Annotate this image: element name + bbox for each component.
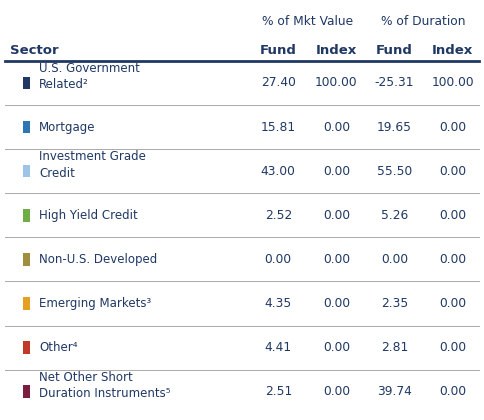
Text: % of Duration: % of Duration [381,15,466,28]
Text: Non-U.S. Developed: Non-U.S. Developed [39,253,157,266]
Text: Net Other Short
Duration Instruments⁵: Net Other Short Duration Instruments⁵ [39,370,171,400]
Text: 0.00: 0.00 [381,253,408,266]
Text: Fund: Fund [376,44,413,57]
Text: Emerging Markets³: Emerging Markets³ [39,297,151,310]
Text: 2.51: 2.51 [265,385,292,398]
Text: 43.00: 43.00 [261,165,296,178]
Text: -25.31: -25.31 [375,76,414,89]
FancyBboxPatch shape [23,253,30,266]
Text: 100.00: 100.00 [431,76,474,89]
Text: 2.35: 2.35 [381,297,408,310]
Text: 2.81: 2.81 [381,341,408,354]
Text: 39.74: 39.74 [377,385,412,398]
Text: 0.00: 0.00 [323,297,350,310]
Text: 0.00: 0.00 [323,121,350,134]
Text: 15.81: 15.81 [261,121,296,134]
Text: 0.00: 0.00 [323,341,350,354]
Text: Index: Index [316,44,357,57]
FancyBboxPatch shape [23,297,30,310]
FancyBboxPatch shape [23,121,30,134]
FancyBboxPatch shape [23,165,30,177]
FancyBboxPatch shape [23,341,30,354]
Text: 0.00: 0.00 [323,253,350,266]
Text: 0.00: 0.00 [439,165,466,178]
FancyBboxPatch shape [23,209,30,221]
Text: 4.35: 4.35 [265,297,292,310]
Text: 5.26: 5.26 [381,209,408,222]
Text: 0.00: 0.00 [439,253,466,266]
Text: 4.41: 4.41 [265,341,292,354]
Text: 19.65: 19.65 [377,121,412,134]
Text: 0.00: 0.00 [323,385,350,398]
Text: 0.00: 0.00 [439,209,466,222]
Text: 0.00: 0.00 [265,253,292,266]
Text: 0.00: 0.00 [439,121,466,134]
Text: Fund: Fund [260,44,297,57]
Text: 2.52: 2.52 [265,209,292,222]
Text: 27.40: 27.40 [261,76,296,89]
Text: 0.00: 0.00 [323,209,350,222]
Text: 0.00: 0.00 [439,297,466,310]
Text: Mortgage: Mortgage [39,121,96,134]
Text: Sector: Sector [10,44,58,57]
Text: Investment Grade
Credit: Investment Grade Credit [39,150,146,180]
Text: 100.00: 100.00 [315,76,358,89]
FancyBboxPatch shape [23,76,30,89]
Text: High Yield Credit: High Yield Credit [39,209,138,222]
Text: % of Mkt Value: % of Mkt Value [262,15,353,28]
Text: U.S. Government
Related²: U.S. Government Related² [39,62,140,92]
FancyBboxPatch shape [23,386,30,398]
Text: 55.50: 55.50 [377,165,412,178]
Text: Index: Index [432,44,473,57]
Text: 0.00: 0.00 [439,385,466,398]
Text: 0.00: 0.00 [323,165,350,178]
Text: 0.00: 0.00 [439,341,466,354]
Text: Other⁴: Other⁴ [39,341,78,354]
